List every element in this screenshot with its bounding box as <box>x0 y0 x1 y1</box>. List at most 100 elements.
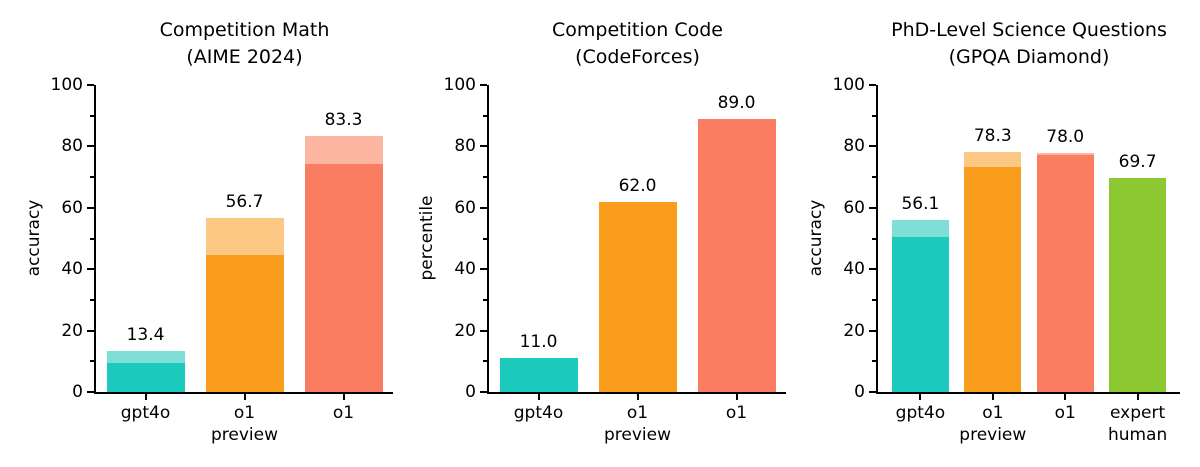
x-axis-tick <box>537 394 540 400</box>
y-axis-major-tick <box>869 329 876 332</box>
y-axis-minor-tick <box>483 298 487 301</box>
y-axis-minor-tick <box>90 298 94 301</box>
x-tick-label: gpt4o <box>895 403 946 423</box>
x-axis-tick <box>735 394 738 400</box>
y-tick-label: 80 <box>454 136 476 157</box>
axis-spine-bottom <box>487 392 786 394</box>
y-axis-minor-tick <box>872 298 876 301</box>
y-axis-major-tick <box>87 145 94 148</box>
bar-value-label: 56.7 <box>225 191 264 212</box>
bar-value-label: 78.3 <box>973 125 1012 146</box>
y-tick-label: 40 <box>843 259 865 280</box>
bar-segment-solid-coral <box>304 163 383 392</box>
y-axis-minor-tick <box>483 360 487 363</box>
y-axis-minor-tick <box>483 176 487 179</box>
x-tick-label: o1 <box>725 403 748 423</box>
x-tick-label: o1 preview <box>603 403 671 445</box>
y-axis-minor-tick <box>872 360 876 363</box>
bar-value-label: 78.0 <box>1046 126 1085 147</box>
axis-spine-left <box>876 85 878 394</box>
x-axis-tick <box>342 394 345 400</box>
y-axis-major-tick <box>87 329 94 332</box>
bar-segment-solid-coral <box>1036 154 1094 392</box>
x-tick-label: o1 <box>332 403 355 423</box>
x-tick-label: o1 preview <box>210 403 278 445</box>
x-axis-tick <box>636 394 639 400</box>
x-tick-label: o1 preview <box>959 403 1027 445</box>
y-tick-label: 60 <box>454 197 476 218</box>
axis-spine-left <box>487 85 489 394</box>
y-axis-major-tick <box>87 206 94 209</box>
bar-segment-solid-green <box>1109 178 1167 392</box>
y-axis-major-tick <box>87 84 94 86</box>
x-tick-label: o1 <box>1054 403 1076 423</box>
y-axis-major-tick <box>480 206 487 209</box>
plot-area-gpqa-diamond: 0 20 40 60 80 100 56.1 gpt4o 78.3 o1 preview 78.0 o… <box>833 75 1180 445</box>
y-axis-major-tick <box>480 84 487 86</box>
y-axis-minor-tick <box>483 114 487 117</box>
plot-area-competition-math: 0 20 40 60 80 100 13.4 gpt4o 56.7 o1 preview 83.3 o… <box>51 75 393 445</box>
y-tick-label: 80 <box>61 136 83 157</box>
bar-segment-solid-teal <box>106 363 185 392</box>
y-axis-minor-tick <box>872 176 876 179</box>
bar-value-label: 11.0 <box>519 332 558 353</box>
y-axis-minor-tick <box>872 114 876 117</box>
y-axis-minor-tick <box>90 360 94 363</box>
bar-segment-solid-orange <box>964 166 1022 392</box>
y-tick-label: 0 <box>854 382 865 402</box>
bar-value-label: 56.1 <box>901 193 940 214</box>
chart-title-competition-code: Competition Code (CodeForces) <box>552 19 723 68</box>
bar-value-label: 69.7 <box>1118 152 1157 173</box>
y-tick-label: 100 <box>443 75 476 95</box>
axis-spine-bottom <box>876 392 1180 394</box>
y-axis-major-tick <box>869 84 876 86</box>
axis-spine-bottom <box>94 392 393 394</box>
x-tick-label: gpt4o <box>120 403 171 423</box>
y-tick-label: 20 <box>454 320 476 341</box>
bar-value-label: 62.0 <box>618 175 657 196</box>
x-tick-label: gpt4o <box>513 403 564 423</box>
y-axis-major-tick <box>869 268 876 271</box>
bar-value-label: 89.0 <box>717 92 756 113</box>
y-tick-label: 40 <box>61 259 83 280</box>
y-axis-major-tick <box>480 391 487 393</box>
x-tick-label: expert human <box>1107 403 1168 445</box>
x-axis-tick <box>144 394 147 400</box>
y-axis-major-tick <box>480 145 487 148</box>
y-axis-major-tick <box>87 391 94 393</box>
y-axis-major-tick <box>480 268 487 271</box>
y-tick-label: 0 <box>72 382 83 402</box>
y-axis-major-tick <box>87 268 94 271</box>
y-tick-label: 100 <box>832 75 865 95</box>
bar-segment-solid-coral <box>697 118 776 392</box>
y-tick-label: 20 <box>61 320 83 341</box>
y-axis-minor-tick <box>90 237 94 240</box>
y-tick-label: 20 <box>843 320 865 341</box>
y-axis-minor-tick <box>90 176 94 179</box>
y-axis-major-tick <box>480 329 487 332</box>
chart-title-gpqa-diamond: PhD-Level Science Questions (GPQA Diamon… <box>891 19 1167 68</box>
plot-area-competition-code: 0 20 40 60 80 100 11.0 gpt4o 62.0 o1 preview 89.0 o… <box>444 75 786 445</box>
bar-value-label: 13.4 <box>126 324 165 345</box>
y-axis-minor-tick <box>872 237 876 240</box>
bar-segment-solid-teal <box>499 358 578 392</box>
bar-segment-solid-orange <box>205 255 284 392</box>
y-tick-label: 100 <box>50 75 83 95</box>
y-axis-major-tick <box>869 206 876 209</box>
y-tick-label: 60 <box>61 197 83 218</box>
bar-segment-solid-orange <box>598 201 677 392</box>
y-tick-label: 60 <box>843 197 865 218</box>
x-axis-tick <box>919 394 922 400</box>
y-tick-label: 0 <box>465 382 476 402</box>
y-axis-major-tick <box>869 391 876 393</box>
x-axis-tick <box>1064 394 1067 400</box>
bar-segment-solid-teal <box>891 236 949 392</box>
x-axis-tick <box>243 394 246 400</box>
x-axis-tick <box>991 394 994 400</box>
y-axis-minor-tick <box>483 237 487 240</box>
x-axis-tick <box>1136 394 1139 400</box>
y-axis-minor-tick <box>90 114 94 117</box>
chart-title-competition-math: Competition Math (AIME 2024) <box>159 19 330 68</box>
y-tick-label: 80 <box>843 136 865 157</box>
